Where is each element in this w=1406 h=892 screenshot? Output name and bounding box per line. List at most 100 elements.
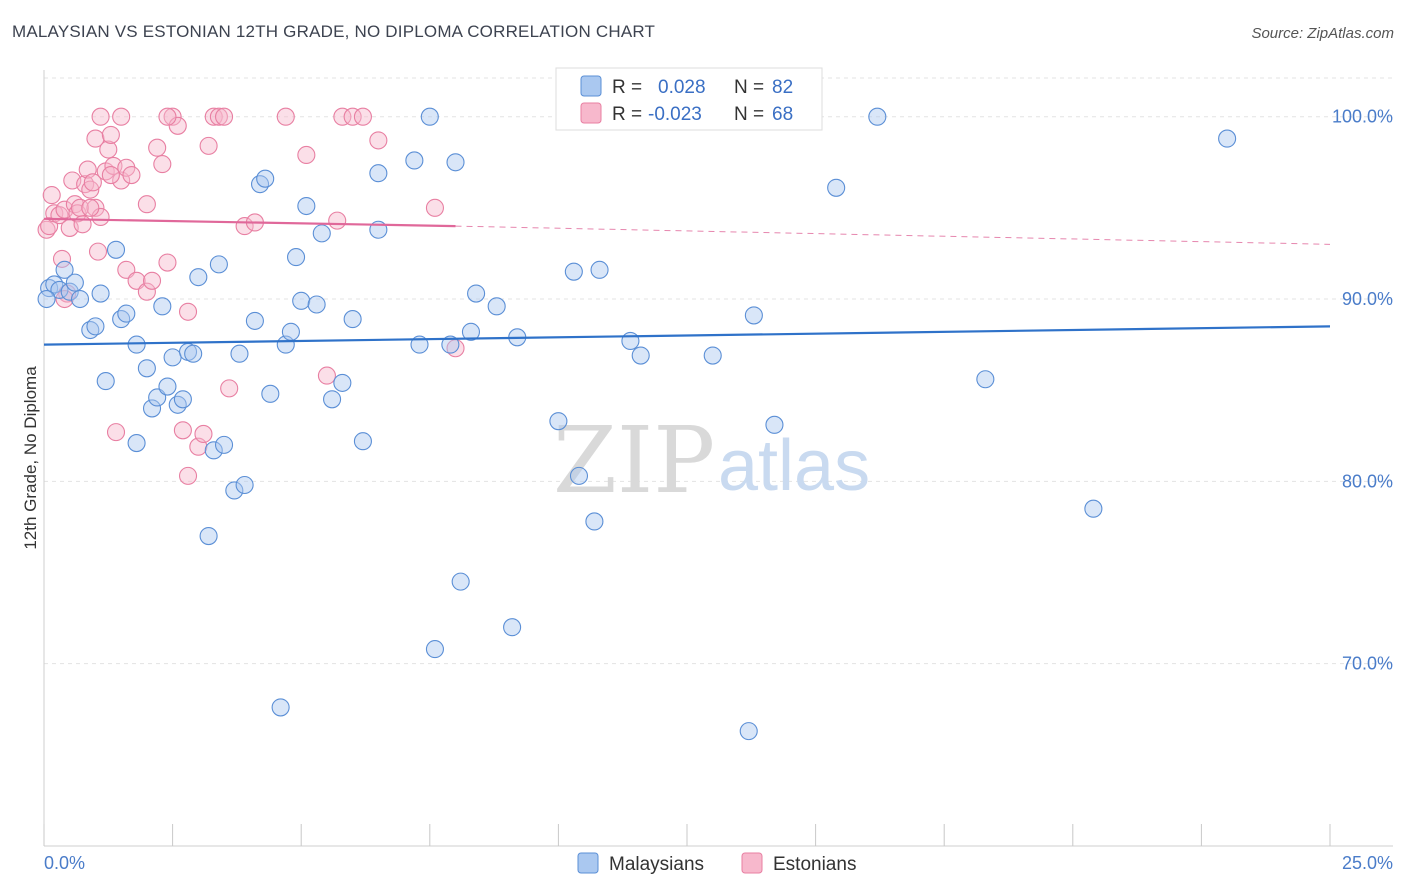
- malaysian-point: [189, 268, 208, 287]
- estonian-point: [137, 282, 156, 301]
- estonian-point: [137, 195, 156, 214]
- estonian-trend-extension: [455, 225, 1331, 245]
- estonian-point: [199, 136, 218, 155]
- estonian-point: [91, 107, 110, 126]
- estonian-point: [158, 107, 177, 126]
- estonian-point: [91, 207, 110, 227]
- malaysian-point: [323, 390, 342, 409]
- malaysian-point: [549, 412, 568, 431]
- malaysian-point: [65, 273, 84, 292]
- estonian-point: [333, 107, 352, 126]
- malaysian-point: [461, 322, 481, 341]
- estonian-point: [142, 271, 162, 290]
- malaysian-point: [353, 432, 372, 451]
- malaysian-point: [1218, 129, 1237, 148]
- estonian-point: [178, 302, 198, 321]
- estonian-point: [112, 107, 131, 126]
- estonian-point: [343, 107, 362, 126]
- estonian-point: [99, 140, 118, 159]
- estonian-point: [122, 165, 141, 185]
- malaysian-point: [112, 310, 131, 329]
- estonian-point: [76, 175, 95, 194]
- malaysian-point: [765, 415, 784, 434]
- estonian-point: [194, 424, 213, 443]
- malaysian-point: [621, 331, 640, 351]
- estonian-point: [158, 253, 177, 272]
- malaysian-point: [127, 434, 146, 453]
- series-swatch-estonians: [741, 852, 763, 874]
- y-tick-label: 90.0%: [1342, 289, 1393, 309]
- malaysian-point: [70, 289, 90, 309]
- y-axis-label: 12th Grade, No Diploma: [21, 366, 40, 550]
- x-tick-label-min: 0.0%: [44, 853, 85, 873]
- malaysian-point: [451, 572, 470, 591]
- malaysian-point: [307, 295, 326, 314]
- malaysian-point: [230, 344, 249, 363]
- estonian-point: [81, 198, 100, 217]
- watermark: ZIP atlas: [553, 407, 870, 514]
- malaysian-point: [441, 335, 460, 354]
- estonian-point: [52, 249, 72, 268]
- malaysian-point: [590, 260, 609, 279]
- series-swatch-malaysians: [577, 852, 599, 874]
- legend-swatch-malaysian: [580, 75, 602, 97]
- malaysian-point: [245, 311, 264, 330]
- estonian-point: [148, 138, 167, 157]
- malaysian-point: [127, 335, 146, 354]
- malaysian-point: [55, 260, 74, 279]
- estonian-point: [86, 129, 105, 148]
- estonian-point: [209, 107, 228, 126]
- x-tick-label-max: 25.0%: [1342, 853, 1393, 873]
- series-label-malaysians: Malaysians: [609, 854, 704, 875]
- watermark-zip: ZIP: [553, 407, 715, 514]
- estonian-point: [214, 107, 234, 126]
- malaysian-point: [405, 151, 424, 170]
- malaysian-point: [256, 169, 275, 188]
- estonian-point: [163, 107, 182, 126]
- estonian-point: [153, 155, 172, 174]
- malaysian-point: [827, 178, 846, 197]
- malaysian-point: [60, 282, 79, 301]
- legend-n-label-malaysian: N =: [734, 77, 764, 98]
- estonian-point: [168, 116, 187, 135]
- malaysian-point: [333, 373, 352, 392]
- malaysian-point: [37, 289, 56, 309]
- estonian-point: [220, 379, 239, 398]
- legend-n-label-estonian: N =: [734, 104, 764, 125]
- series-legend: Malaysians Estonians: [577, 852, 856, 875]
- estonian-point: [317, 366, 336, 385]
- malaysian-point: [297, 196, 316, 216]
- y-tick-labels: 70.0% 80.0% 90.0% 100.0%: [1332, 107, 1393, 674]
- estonian-point: [42, 186, 61, 205]
- malaysian-point: [503, 618, 522, 637]
- estonian-point: [204, 107, 223, 126]
- estonian-point: [83, 173, 102, 192]
- malaysian-point: [420, 107, 439, 126]
- series-label-estonians: Estonians: [773, 854, 856, 875]
- estonian-point: [88, 242, 108, 261]
- y-tick-label: 70.0%: [1342, 654, 1393, 674]
- malaysian-trend-line: [43, 325, 1331, 346]
- malaysian-point: [425, 640, 444, 659]
- malaysian-point: [868, 107, 887, 126]
- estonian-point: [328, 211, 347, 230]
- malaysian-point: [271, 698, 290, 717]
- estonian-point: [353, 107, 372, 126]
- malaysian-point: [91, 284, 110, 303]
- legend-r-label-estonian: R =: [612, 104, 642, 125]
- estonian-point: [425, 198, 444, 217]
- estonian-point: [297, 145, 316, 165]
- malaysian-point: [225, 481, 244, 500]
- watermark-atlas: atlas: [718, 426, 870, 506]
- chart-title: MALAYSIAN VS ESTONIAN 12TH GRADE, NO DIP…: [12, 22, 656, 41]
- estonian-point: [276, 107, 295, 126]
- malaysian-point: [86, 317, 105, 336]
- estonian-point: [101, 165, 120, 185]
- malaysian-point: [235, 475, 254, 495]
- legend-n-value-estonian: 68: [772, 104, 793, 125]
- malaysian-points: [37, 107, 1237, 741]
- malaysian-point: [703, 346, 722, 365]
- malaysian-point: [199, 526, 218, 546]
- malaysian-point: [564, 262, 583, 281]
